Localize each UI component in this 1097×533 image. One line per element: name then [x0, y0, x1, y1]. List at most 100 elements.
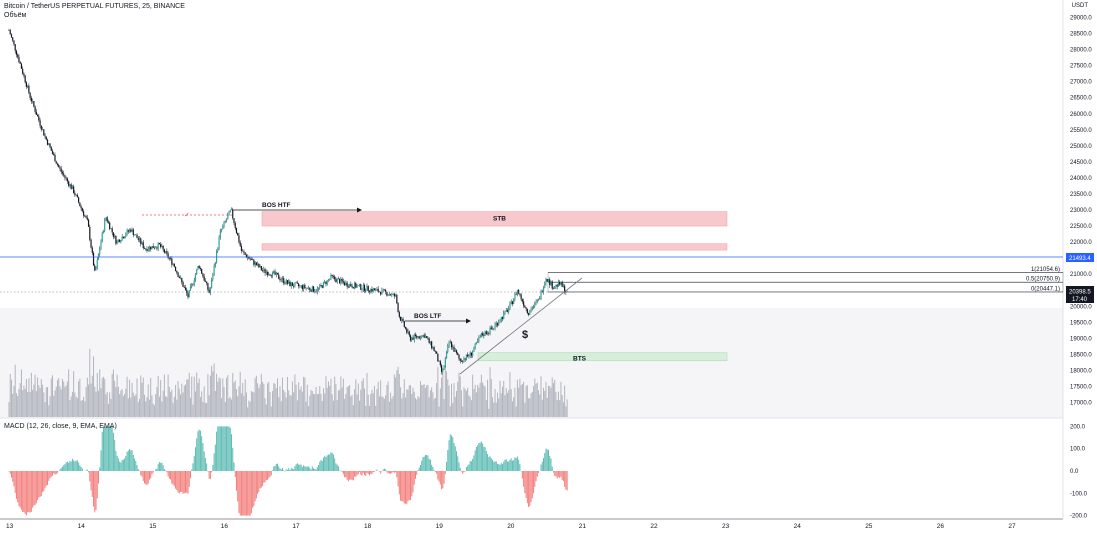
macd-bar	[443, 471, 445, 484]
macd-bar	[318, 464, 320, 471]
volume-bar	[444, 365, 446, 417]
macd-bar	[545, 448, 547, 471]
macd-bar	[262, 471, 264, 487]
candle-body	[235, 228, 238, 233]
candle-body	[131, 229, 133, 232]
volume-bar	[290, 395, 292, 417]
macd-bar	[248, 471, 250, 516]
macd-bar	[117, 458, 119, 471]
macd-label[interactable]: MACD (12, 26, close, 9, EMA, EMA)	[4, 423, 117, 430]
volume-bar	[173, 396, 175, 417]
price-tick-label: 19500.0	[1070, 320, 1092, 326]
candle-body	[447, 346, 449, 352]
macd-bar	[288, 468, 290, 471]
volume-bar	[566, 399, 568, 417]
volume-bar	[216, 373, 218, 417]
volume-bar	[142, 377, 144, 417]
volume-bar	[229, 396, 231, 417]
volume-bar	[247, 407, 249, 417]
candle-body	[541, 291, 543, 292]
candle-body	[19, 61, 21, 64]
macd-bar	[14, 471, 16, 494]
macd-bar	[73, 460, 75, 471]
candle-body	[281, 278, 284, 280]
time-tick-label: 21	[579, 523, 587, 530]
macd-bar	[172, 471, 174, 485]
volume-bar	[280, 401, 282, 417]
candle-body	[515, 293, 517, 295]
time-tick-label: 27	[1008, 523, 1016, 530]
macd-bar	[446, 462, 448, 471]
candle-body	[53, 153, 55, 156]
volume-bar	[171, 389, 173, 417]
candle-body	[436, 351, 438, 354]
volume-bar	[238, 386, 240, 417]
macd-bar	[327, 454, 329, 471]
candle-body	[265, 272, 267, 274]
volume-bar	[524, 402, 526, 417]
macd-bar	[42, 471, 44, 493]
volume-bar	[15, 393, 17, 417]
candle-body	[498, 322, 500, 326]
macd-bar	[468, 464, 470, 471]
volume-label[interactable]: Объём	[4, 12, 27, 19]
macd-bar	[132, 454, 134, 471]
volume-bar	[167, 374, 169, 417]
macd-bar	[258, 471, 260, 492]
macd-bar	[470, 461, 472, 471]
macd-axis[interactable]: 200.0 100.0 0.0 -100.0 -200.0	[1070, 424, 1088, 519]
macd-bar	[13, 471, 15, 487]
candle-body	[480, 333, 482, 338]
volume-bar	[533, 386, 535, 417]
macd-bar	[120, 462, 122, 471]
candle-body	[530, 309, 532, 312]
candle-body	[294, 282, 296, 287]
candle-body	[75, 194, 77, 196]
candle-body	[204, 280, 207, 282]
symbol-title[interactable]: Bitcoin / TetherUS PERPETUAL FUTURES, 25…	[4, 3, 185, 10]
candle-body	[398, 312, 400, 317]
candle-body	[126, 230, 128, 235]
candle-body	[196, 269, 198, 275]
candle-body	[467, 354, 469, 357]
volume-bar	[155, 394, 157, 417]
volume-bar	[419, 381, 421, 417]
candle-body	[79, 202, 81, 207]
price-tick-label: 23500.0	[1070, 192, 1092, 198]
macd-bar	[547, 449, 549, 471]
time-axis[interactable]: 13 14 15 16 17 18 19 20 21 22 23 24 25 26 27	[6, 523, 1016, 530]
candle-body	[121, 236, 123, 241]
macd-bar	[32, 471, 34, 508]
candle-body	[137, 238, 139, 240]
volume-bar	[258, 387, 260, 417]
volume-bar	[540, 376, 542, 417]
candle-body	[310, 289, 312, 292]
candle-body	[437, 353, 439, 362]
bos-ltf-arrowhead	[466, 318, 471, 324]
volume-bar	[237, 396, 239, 417]
macd-bar	[506, 461, 508, 471]
volume-bar	[170, 392, 172, 417]
volume-bar	[83, 396, 85, 417]
candle-body	[465, 354, 468, 360]
volume-bar	[145, 401, 147, 417]
candle-body	[339, 278, 341, 284]
volume-bar	[278, 397, 280, 417]
candle-body	[23, 73, 25, 76]
volume-bar	[60, 389, 62, 417]
volume-bar	[172, 402, 174, 417]
macd-bar	[235, 471, 237, 491]
macd-bar	[541, 461, 543, 471]
macd-bar	[239, 471, 241, 516]
volume-bar	[43, 392, 45, 417]
candle-body	[468, 356, 470, 357]
macd-bar	[71, 458, 73, 471]
currency-label[interactable]: USDT	[1071, 3, 1088, 9]
candle-body	[35, 111, 37, 115]
volume-bar	[61, 378, 63, 417]
volume-bar	[503, 380, 505, 417]
candle-body	[545, 279, 547, 283]
candle-body	[182, 281, 184, 287]
volume-bar	[487, 379, 489, 417]
